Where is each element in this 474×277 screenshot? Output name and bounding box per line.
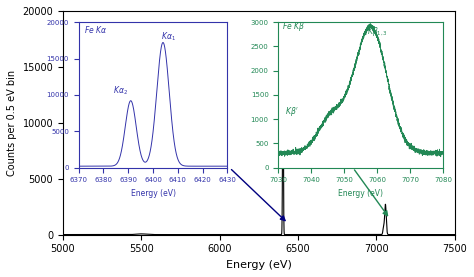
X-axis label: Energy (eV): Energy (eV) [226,260,292,270]
Y-axis label: Counts per 0.5 eV bin: Counts per 0.5 eV bin [7,70,17,176]
